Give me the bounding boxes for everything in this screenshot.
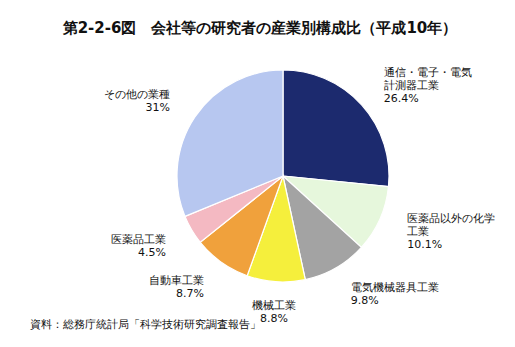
value-label: 8.8% [260, 312, 288, 325]
category-label: その他の業種 [104, 88, 170, 101]
value-label: 9.8% [351, 294, 379, 307]
title: 第2-2-6図 会社等の研究者の産業別構成比（平成10年） [62, 19, 458, 37]
value-label: 26.4% [384, 92, 419, 105]
value-label: 31% [146, 101, 170, 114]
value-label: 10.1% [407, 238, 442, 251]
category-label: 医薬品工業 [111, 233, 166, 246]
chart: 第2-2-6図 会社等の研究者の産業別構成比（平成10年） 資料：総務庁統計局「科… [0, 0, 515, 347]
slice [283, 70, 389, 187]
labels: 通信・電子・電気計測器工業26.4% 医薬品以外の化学工業10.1% 電気機械器具工… [104, 66, 495, 325]
category-label: 電気機械器具工業 [351, 281, 439, 294]
category-label: 通信・電子・電気計測器工業 [384, 66, 472, 92]
category-label: 自動車工業 [149, 274, 204, 287]
slices [177, 70, 389, 282]
background [0, 0, 515, 347]
category-label: 機械工業 [252, 299, 296, 312]
category-label: 医薬品以外の化学工業 [407, 212, 495, 238]
value-label: 4.5% [138, 246, 166, 259]
value-label: 8.7% [176, 287, 204, 300]
slice [177, 70, 283, 216]
source: 資料：総務庁統計局「科学技術研究調査報告」 [30, 318, 261, 331]
